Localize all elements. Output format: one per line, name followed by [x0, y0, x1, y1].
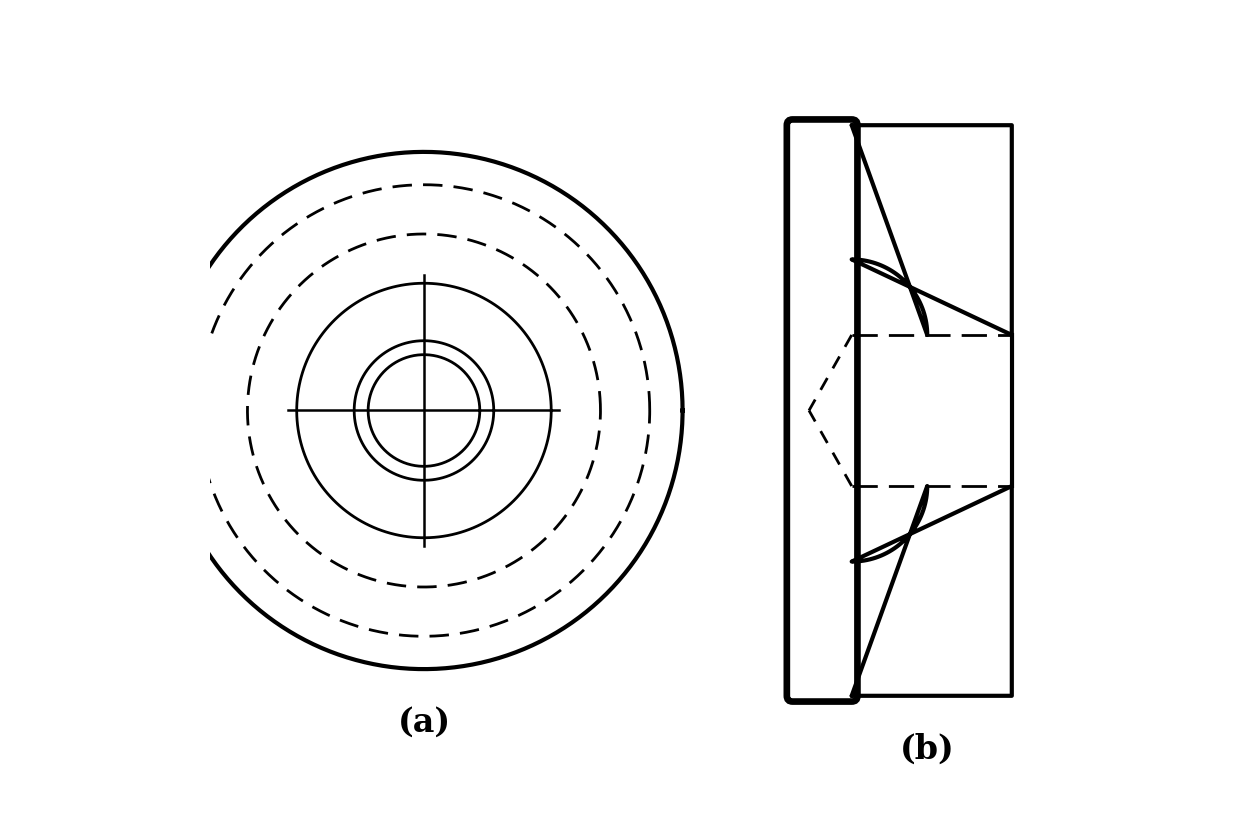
Text: (a): (a): [397, 706, 451, 739]
Text: (b): (b): [899, 732, 954, 766]
